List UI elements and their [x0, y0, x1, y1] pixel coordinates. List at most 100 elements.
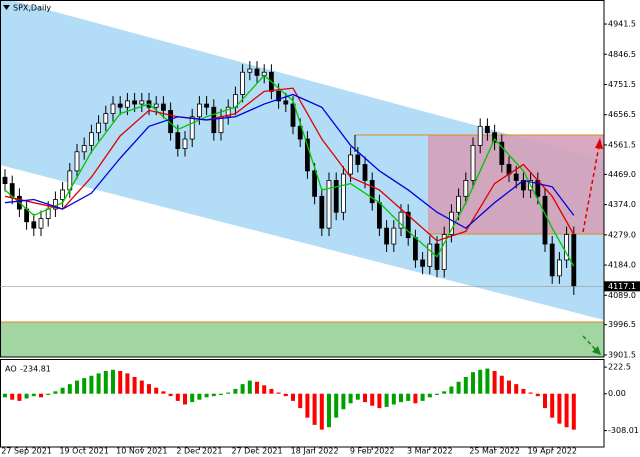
x-tick-label: 3 Mar 2022	[407, 447, 453, 456]
ao-bar	[442, 391, 447, 394]
ao-bar	[3, 393, 7, 398]
candle-body	[391, 227, 397, 245]
ao-bar	[24, 393, 29, 399]
y-tick-label: -308.01	[608, 426, 639, 435]
x-tick-label: 2 Dec 2021	[176, 447, 222, 456]
ao-bar	[449, 386, 454, 394]
arrow-head	[592, 346, 601, 355]
ao-bar	[327, 393, 331, 428]
ao-bar	[204, 393, 209, 398]
ao-bar	[17, 393, 22, 401]
candle-body	[2, 176, 8, 184]
candle-body	[175, 132, 181, 149]
ao-bar	[363, 393, 367, 403]
x-tick-label: 27 Sep 2021	[1, 447, 52, 456]
candle-body	[81, 145, 87, 153]
candle-body	[362, 164, 368, 181]
ao-bar	[53, 391, 58, 394]
ao-bar	[139, 380, 144, 394]
ao-bar	[147, 384, 151, 394]
candle-body	[412, 237, 418, 261]
ao-bar	[67, 384, 72, 394]
ao-bar	[226, 392, 231, 394]
candle-body	[456, 195, 462, 213]
ao-bar	[370, 393, 375, 406]
ao-bar	[262, 385, 267, 394]
candle-body	[225, 106, 231, 118]
candle-body	[477, 125, 483, 146]
candle-body	[441, 234, 447, 270]
arrow-head	[595, 138, 603, 149]
indicator-value: -234.81	[20, 365, 51, 374]
candle-body	[427, 243, 433, 267]
candle-body	[333, 180, 339, 213]
candle-body	[290, 103, 296, 127]
ao-bar	[219, 393, 223, 395]
ao-bar	[355, 393, 360, 400]
y-tick-label: 4656.5	[608, 110, 636, 119]
ao-bar	[183, 393, 187, 405]
ao-bar	[550, 393, 555, 418]
x-tick-label: 27 Dec 2021	[231, 447, 282, 456]
ao-bar	[399, 393, 403, 403]
channel	[0, 0, 604, 320]
arrow-up	[582, 145, 600, 233]
candle-body	[240, 71, 246, 95]
candle-body	[139, 100, 145, 105]
ao-bar	[471, 372, 475, 394]
y-tick-label: 4089.0	[608, 291, 636, 300]
y-tick-label: 4561.5	[608, 140, 636, 149]
ao-bar	[463, 376, 468, 394]
candle-body	[557, 259, 562, 277]
moving-average	[4, 74, 575, 267]
ao-bar	[10, 393, 15, 400]
y-tick-label: 4846.5	[608, 50, 636, 59]
x-tick-label: 19 Oct 2021	[59, 447, 108, 456]
ao-bar	[89, 375, 94, 394]
annotations	[0, 0, 604, 357]
ao-bar	[75, 380, 79, 394]
ao-bar	[125, 373, 130, 394]
ao-bar	[478, 369, 483, 394]
y-tick-label: 4941.5	[608, 20, 636, 29]
candle-body	[31, 221, 37, 229]
candle-body	[276, 90, 282, 102]
candle-body	[153, 103, 159, 108]
candle-body	[204, 103, 210, 108]
x-tick-label: 10 Nov 2021	[116, 447, 167, 456]
ao-bar	[435, 393, 439, 395]
moving-average	[4, 87, 575, 242]
x-tick-label: 9 Feb 2022	[350, 447, 395, 456]
ao-bar	[492, 370, 497, 394]
ao-bar	[319, 393, 324, 430]
x-tick-label: 19 Apr 2022	[527, 447, 576, 456]
y-tick-label: 222.5	[608, 363, 631, 372]
candle-body	[196, 103, 202, 118]
candle-body	[549, 243, 555, 277]
x-tick-label: 18 Jan 2022	[291, 447, 339, 456]
ao-bar	[305, 393, 310, 418]
ao-bar	[154, 387, 159, 394]
ao-bar	[175, 393, 180, 401]
candle-body	[103, 113, 109, 124]
candle-body	[340, 173, 346, 213]
ao-bar	[427, 393, 432, 398]
ao-bar	[60, 387, 65, 394]
candle-body	[319, 195, 325, 229]
ao-bar	[197, 393, 202, 400]
candle-body	[117, 103, 123, 108]
last-price-box	[604, 281, 640, 292]
ao-bar	[377, 393, 382, 409]
arrow-down	[582, 335, 597, 351]
ao-bar	[528, 392, 533, 394]
candle-body	[283, 100, 289, 105]
candle-body	[160, 103, 166, 111]
moving-average	[4, 93, 575, 229]
ao-bar	[543, 393, 547, 409]
ao-bar	[46, 393, 51, 395]
ao-bar	[413, 393, 418, 404]
indicator-name: AO	[5, 365, 17, 374]
ao-bar	[298, 393, 303, 409]
candle-body	[376, 202, 382, 229]
